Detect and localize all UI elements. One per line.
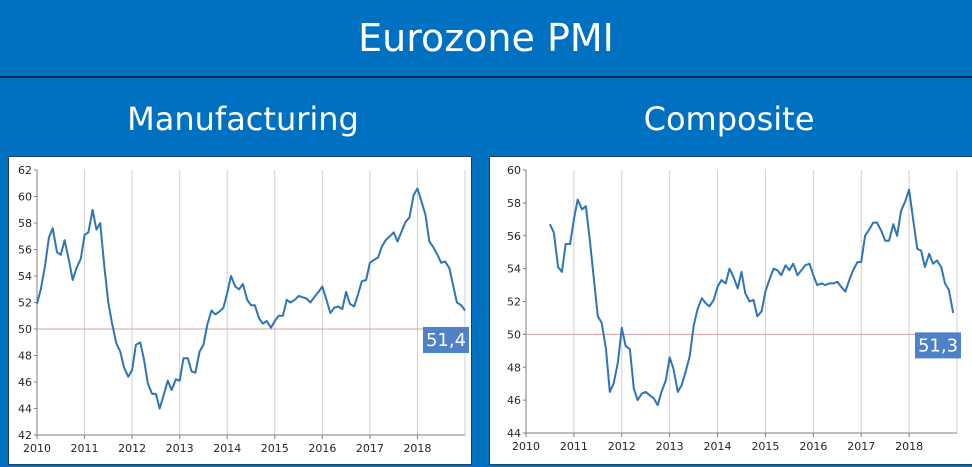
y-tick-label: 44 [18, 403, 32, 416]
x-tick-label: 2014 [213, 442, 241, 455]
y-tick-label: 58 [18, 217, 32, 230]
y-tick-label: 54 [507, 263, 521, 276]
y-tick-label: 62 [18, 164, 32, 177]
y-tick-label: 50 [18, 323, 32, 336]
composite-chart-panel: 44 46 48 50 52 54 56 58 60 2010 2011 2012 2013 2014 20… [489, 156, 972, 465]
x-tick-label: 2013 [166, 442, 194, 455]
x-tick-label: 2013 [656, 440, 684, 453]
x-tick-label: 2015 [261, 442, 289, 455]
last-value-label: 51,4 [426, 330, 466, 351]
x-tick-label: 2016 [308, 442, 336, 455]
manufacturing-title: Manufacturing [127, 100, 359, 138]
y-tick-label: 52 [18, 297, 32, 310]
manufacturing-chart: 42 44 46 48 50 52 54 56 58 60 62 2010 2011 2012 2013 20… [18, 164, 469, 455]
y-tick-label: 60 [18, 191, 32, 204]
y-tick-label: 56 [507, 230, 521, 243]
series-line [36, 187, 466, 410]
y-tick-label: 50 [507, 328, 521, 341]
composite-title: Composite [643, 100, 815, 138]
y-tick-label: 60 [507, 164, 521, 177]
y-tick-label: 42 [18, 429, 32, 442]
x-tick-label: 2015 [751, 440, 779, 453]
y-tick-label: 52 [507, 296, 521, 309]
y-tick-label: 54 [18, 270, 32, 283]
x-tick-label: 2010 [23, 442, 51, 455]
x-tick-label: 2017 [847, 440, 875, 453]
y-tick-label: 46 [18, 376, 32, 389]
x-tick-label: 2018 [895, 440, 923, 453]
x-tick-label: 2014 [704, 440, 732, 453]
y-tick-label: 44 [507, 427, 521, 440]
x-tick-label: 2012 [118, 442, 146, 455]
last-value-label: 51,3 [918, 335, 958, 356]
x-tick-label: 2016 [799, 440, 827, 453]
y-tick-label: 48 [507, 361, 521, 374]
series-line [548, 188, 955, 407]
y-tick-label: 56 [18, 244, 32, 257]
last-value-box [915, 332, 961, 359]
x-tick-label: 2012 [608, 440, 636, 453]
x-tick-label: 2018 [403, 442, 431, 455]
title-divider [0, 76, 972, 78]
x-tick-label: 2010 [512, 440, 540, 453]
y-tick-label: 48 [18, 350, 32, 363]
x-tick-label: 2011 [71, 442, 99, 455]
x-tick-label: 2017 [356, 442, 384, 455]
last-value-box [423, 327, 469, 353]
y-tick-label: 46 [507, 394, 521, 407]
x-tick-label: 2011 [560, 440, 588, 453]
composite-chart: 44 46 48 50 52 54 56 58 60 2010 2011 2012 2013 2014 20… [507, 164, 961, 453]
y-tick-label: 58 [507, 197, 521, 210]
page-title: Eurozone PMI [358, 16, 614, 60]
manufacturing-chart-panel: 42 44 46 48 50 52 54 56 58 60 62 2010 2011 2012 2013 20… [8, 156, 472, 465]
